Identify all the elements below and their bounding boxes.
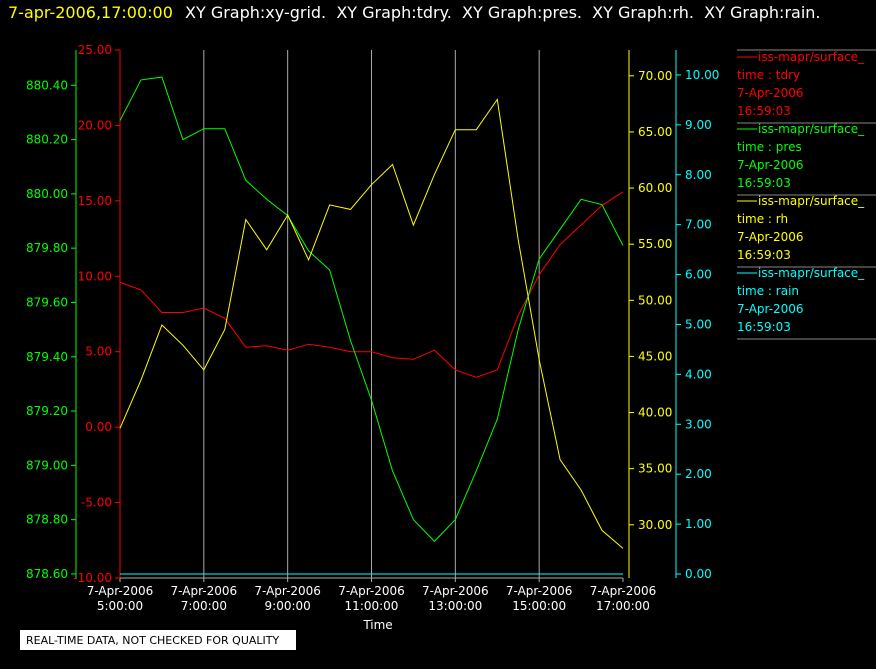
y-tick-label: 7.00	[685, 218, 712, 232]
y-tick-label: 880.00	[26, 187, 68, 201]
y-tick-label: 0.00	[85, 420, 112, 434]
y-tick-label: 70.00	[638, 69, 672, 83]
x-tick-label: 7-Apr-2006 17:00:00	[590, 584, 657, 613]
legend-source: iss-mapr/surface_	[758, 194, 865, 208]
y-tick-label: 1.00	[685, 517, 712, 531]
legend-name: time : tdry	[737, 68, 800, 82]
legend-time: 16:59:03	[737, 248, 791, 262]
y-tick-label: 55.00	[638, 237, 672, 251]
y-tick-label: 15.00	[78, 194, 112, 208]
data-line	[119, 98, 624, 549]
x-tick-label: 7-Apr-2006 13:00:00	[422, 584, 489, 613]
y-tick-label: 65.00	[638, 125, 672, 139]
y-tick-label: 0.00	[685, 567, 712, 581]
footer-box	[20, 630, 296, 650]
y-tick-label: -5.00	[81, 496, 112, 510]
y-tick-label: 879.80	[26, 241, 68, 255]
y-tick-label: 3.00	[685, 417, 712, 431]
y-tick-label: 9.00	[685, 118, 712, 132]
y-tick-label: 50.00	[638, 293, 672, 307]
legend-date: 7-Apr-2006	[737, 158, 804, 172]
legend-time: 16:59:03	[737, 176, 791, 190]
y-tick-label: 25.00	[78, 43, 112, 57]
y-tick-label: 10.00	[78, 269, 112, 283]
legend-name: time : rh	[737, 212, 788, 226]
y-tick-label: 10.00	[685, 68, 719, 82]
y-tick-label: 8.00	[685, 168, 712, 182]
legend-source: iss-mapr/surface_	[758, 50, 865, 64]
legend-source: iss-mapr/surface_	[758, 266, 865, 280]
y-tick-label: 35.00	[638, 462, 672, 476]
legend-time: 16:59:03	[737, 104, 791, 118]
legend-date: 7-Apr-2006	[737, 230, 804, 244]
legend-date: 7-Apr-2006	[737, 302, 804, 316]
legend-name: time : rain	[737, 284, 799, 298]
y-tick-label: 879.00	[26, 458, 68, 472]
timestamp: 7-apr-2006,17:00:00	[8, 3, 173, 22]
y-tick-label: 878.80	[26, 513, 68, 527]
y-tick-label: 60.00	[638, 181, 672, 195]
y-tick-label: 5.00	[685, 317, 712, 331]
y-tick-label: 879.60	[26, 295, 68, 309]
y-tick-label: 45.00	[638, 349, 672, 363]
x-tick-label: 7-Apr-2006 9:00:00	[254, 584, 321, 613]
y-tick-label: 40.00	[638, 406, 672, 420]
x-tick-label: 7-Apr-2006 11:00:00	[338, 584, 405, 613]
legend-name: time : pres	[737, 140, 802, 154]
y-tick-label: 30.00	[638, 518, 672, 532]
x-tick-label: 7-Apr-2006 7:00:00	[171, 584, 238, 613]
x-tick-label: 7-Apr-2006 5:00:00	[87, 584, 154, 613]
y-tick-label: 20.00	[78, 118, 112, 132]
x-axis-label: Time	[362, 618, 392, 632]
y-tick-label: 879.40	[26, 350, 68, 364]
legend-source: iss-mapr/surface_	[758, 122, 865, 136]
y-tick-label: 2.00	[685, 467, 712, 481]
y-tick-label: 879.20	[26, 404, 68, 418]
y-tick-label: 5.00	[85, 345, 112, 359]
data-line	[119, 191, 624, 378]
data-line	[119, 76, 624, 543]
y-tick-label: 880.20	[26, 133, 68, 147]
footer: REAL-TIME DATA, NOT CHECKED FOR QUALITY	[26, 634, 280, 647]
legend-time: 16:59:03	[737, 320, 791, 334]
y-tick-label: 6.00	[685, 268, 712, 282]
y-tick-label: 4.00	[685, 367, 712, 381]
x-tick-label: 7-Apr-2006 15:00:00	[506, 584, 573, 613]
y-tick-label: 880.40	[26, 78, 68, 92]
chart-title: XY Graph:xy-grid. XY Graph:tdry. XY Grap…	[185, 3, 821, 22]
legend-date: 7-Apr-2006	[737, 86, 804, 100]
y-tick-label: -10.00	[73, 571, 112, 585]
y-tick-label: 878.60	[26, 567, 68, 581]
